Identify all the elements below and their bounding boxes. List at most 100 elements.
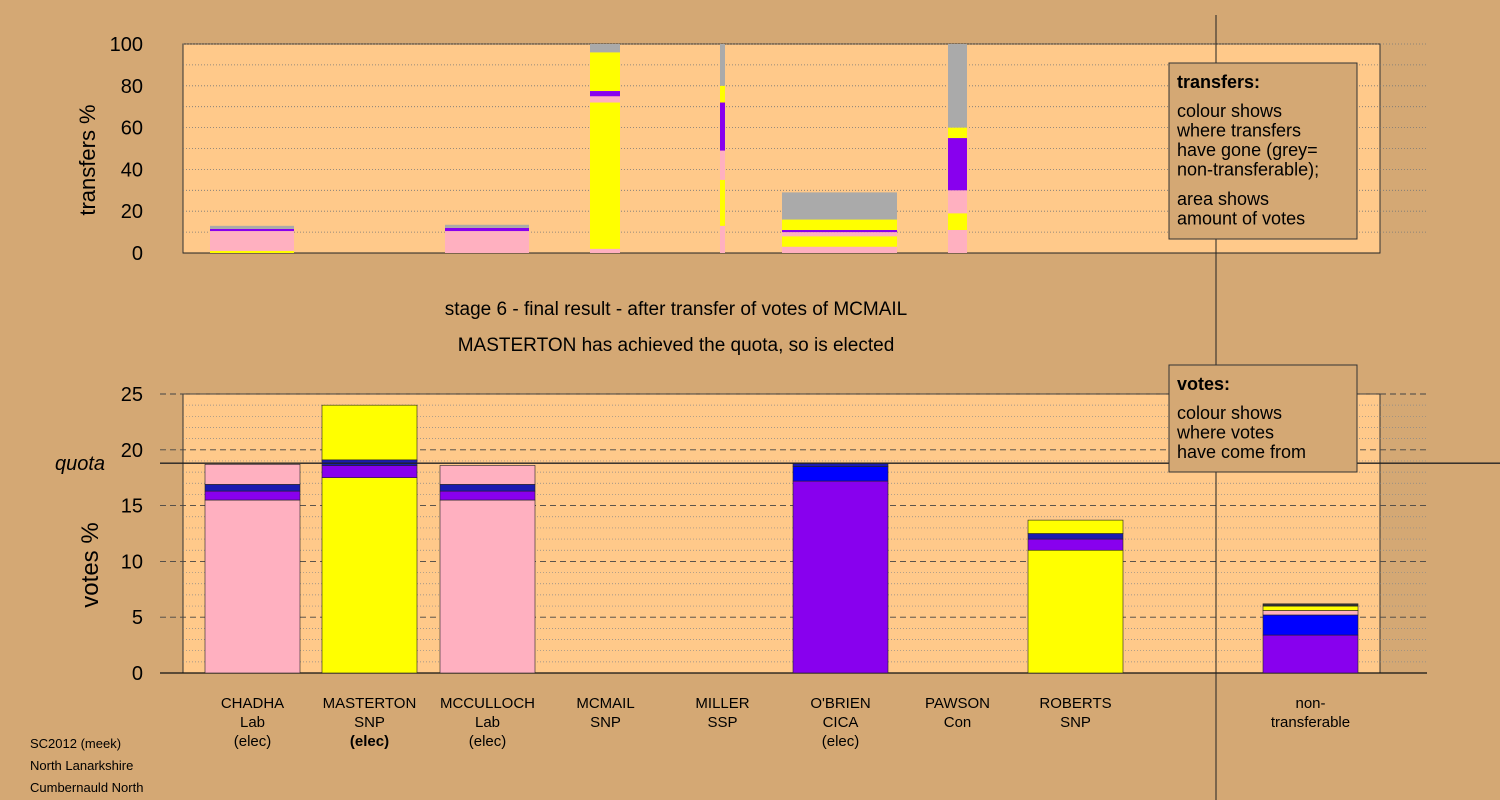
transfer-segment	[948, 230, 967, 253]
transfers-tick-label: 40	[121, 159, 143, 181]
votes-tick-label: 10	[121, 551, 143, 573]
transfers-legend-text: non-transferable);	[1177, 160, 1319, 180]
vote-segment	[1027, 533, 1124, 540]
vote-segment	[1027, 519, 1124, 534]
candidate-name: CHADHA	[221, 695, 284, 712]
transfer-segment	[590, 52, 620, 92]
transfer-segment	[590, 96, 620, 103]
candidate-name: MASTERTON	[323, 695, 417, 712]
candidate-party: SNP	[1060, 714, 1091, 731]
vote-segment	[321, 465, 418, 479]
votes-legend-text: colour shows	[1177, 403, 1282, 423]
footer-council: North Lanarkshire	[30, 758, 134, 773]
transfers-tick-label: 20	[121, 201, 143, 223]
candidate-party: Lab	[475, 714, 500, 731]
vote-segment	[1262, 605, 1359, 611]
candidate-name: O'BRIEN	[810, 695, 870, 712]
transfer-segment	[720, 85, 725, 103]
transfers-legend-text: colour shows	[1177, 101, 1282, 121]
vote-segment	[1027, 549, 1124, 674]
stage-caption: stage 6 - final result - after transfer …	[445, 299, 908, 320]
vote-segment	[1262, 610, 1359, 616]
transfer-segment	[445, 227, 529, 232]
votes-legend-text: where votes	[1176, 423, 1274, 443]
vote-segment	[204, 464, 301, 485]
transfer-segment	[590, 44, 620, 53]
transfer-segment	[720, 225, 725, 253]
transfer-segment	[720, 150, 725, 180]
transfer-segment	[782, 230, 897, 233]
transfer-segment	[445, 231, 529, 253]
candidate-party: Con	[944, 714, 972, 731]
transfers-legend-box	[1168, 62, 1358, 240]
vote-segment	[321, 404, 418, 461]
transfers-tick-label: 100	[110, 34, 143, 56]
votes-tick-label: 0	[132, 663, 143, 685]
votes-tick-label: 15	[121, 496, 143, 518]
transfer-segment	[782, 219, 897, 231]
vote-segment	[1262, 634, 1359, 674]
footer-election: SC2012 (meek)	[30, 736, 122, 751]
transfers-legend-text: have gone (grey=	[1177, 140, 1318, 160]
transfer-segment	[948, 138, 967, 191]
transfer-segment	[782, 246, 897, 253]
transfer-segment	[210, 231, 294, 251]
candidate-name: MCCULLOCH	[440, 695, 535, 712]
transfer-segment	[948, 127, 967, 139]
transfers-axis-label: transfers %	[75, 104, 100, 215]
transfers-tick-label: 80	[121, 76, 143, 98]
candidate-party: SSP	[707, 714, 737, 731]
footer-ward: Cumbernauld North	[30, 780, 144, 795]
candidate-party: Lab	[240, 714, 265, 731]
candidate-status: (elec)	[822, 733, 860, 750]
transfer-segment	[590, 102, 620, 249]
candidate-party: CICA	[823, 714, 859, 731]
transfer-segment	[590, 248, 620, 253]
votes-tick-label: 20	[121, 440, 143, 462]
candidate-name: MILLER	[695, 695, 749, 712]
votes-legend-title: votes:	[1177, 374, 1230, 394]
votes-axis-label: votes %	[77, 522, 104, 607]
transfer-segment	[782, 232, 897, 237]
transfers-legend-text: amount of votes	[1177, 209, 1305, 229]
vote-segment	[204, 490, 301, 501]
vote-segment	[204, 484, 301, 492]
transfer-segment	[590, 91, 620, 97]
votes-legend-box	[1168, 364, 1358, 473]
transfer-segment	[720, 44, 725, 86]
transfers-tick-label: 60	[121, 118, 143, 140]
vote-segment	[792, 480, 889, 674]
transfer-segment	[948, 190, 967, 214]
candidate-name: PAWSON	[925, 695, 990, 712]
votes-tick-label: 25	[121, 384, 143, 406]
transfer-segment	[720, 102, 725, 151]
candidate-party: SNP	[354, 714, 385, 731]
candidate-status: (elec)	[469, 733, 507, 750]
transfers-legend-text: where transfers	[1176, 121, 1301, 141]
transfer-segment	[210, 228, 294, 232]
vote-segment	[439, 484, 536, 492]
candidate-status: (elec)	[350, 733, 389, 750]
transfer-segment	[210, 225, 294, 229]
result-caption: MASTERTON has achieved the quota, so is …	[458, 335, 895, 356]
candidate-name: MCMAIL	[576, 695, 634, 712]
transfer-segment	[720, 179, 725, 226]
candidate-status: (elec)	[234, 733, 272, 750]
transfer-segment	[782, 236, 897, 247]
candidate-party: transferable	[1271, 714, 1350, 731]
vote-segment	[1262, 603, 1359, 607]
vote-segment	[792, 466, 889, 482]
transfers-legend-text: area shows	[1177, 189, 1269, 209]
transfer-segment	[210, 250, 294, 253]
vote-segment	[1027, 538, 1124, 551]
quota-label: quota	[55, 453, 105, 475]
vote-segment	[439, 499, 536, 674]
transfer-segment	[948, 44, 967, 128]
vote-segment	[439, 490, 536, 501]
votes-tick-label: 5	[132, 607, 143, 629]
candidate-name: ROBERTS	[1039, 695, 1111, 712]
candidate-party: SNP	[590, 714, 621, 731]
vote-segment	[439, 465, 536, 485]
